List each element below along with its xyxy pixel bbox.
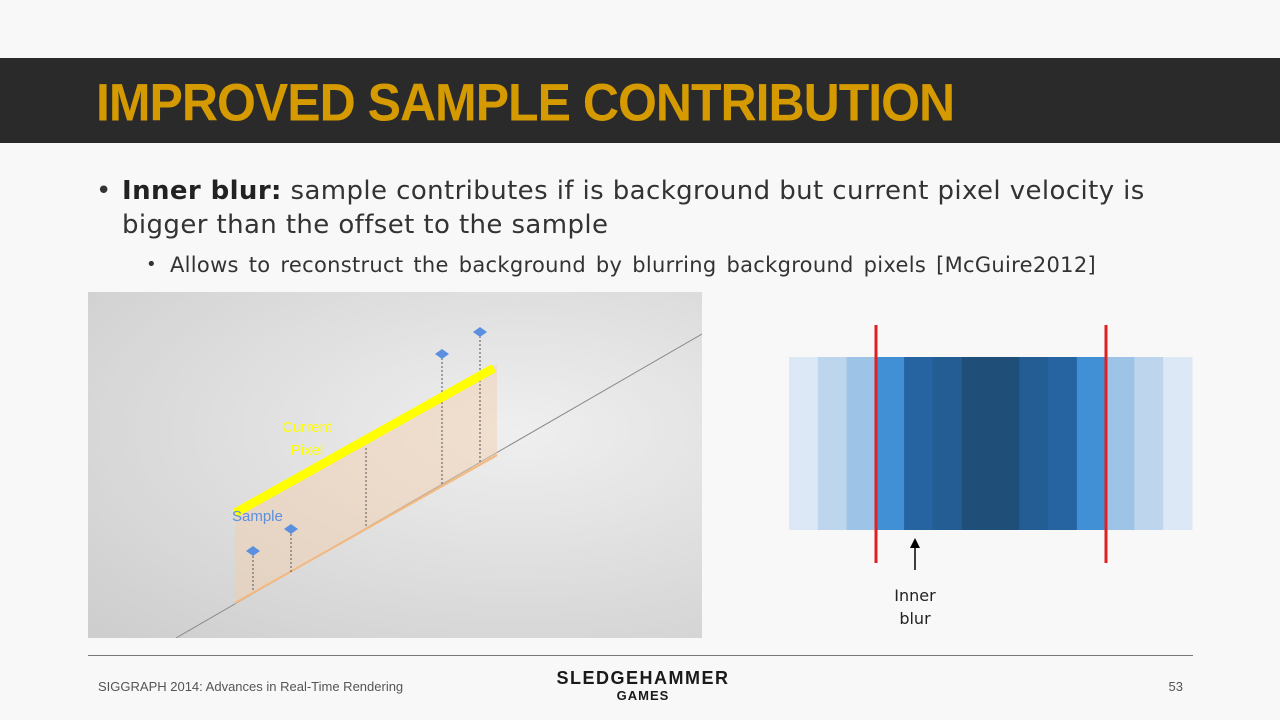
blur-bands: [789, 357, 1193, 530]
blur-band: [1019, 357, 1049, 530]
blur-band: [846, 357, 876, 530]
bullet-dot: •: [96, 176, 112, 206]
velocity-illustration-svg: Current Pixel Sample: [175, 327, 703, 639]
title-bar: [0, 58, 1280, 143]
blur-band: [1163, 357, 1193, 530]
blur-band: [1105, 357, 1135, 530]
current-pixel-label: Pixel: [291, 442, 324, 459]
studio-logo: SLEDGEHAMMER GAMES: [543, 668, 743, 704]
footer-divider: [88, 655, 1193, 656]
blur-band: [789, 357, 819, 530]
blur-band: [817, 357, 848, 530]
bullet-inner-blur: • Inner blur: sample contributes if is b…: [96, 174, 1196, 242]
inner-blur-label-line1: Inner: [894, 586, 936, 605]
sub-bullet-text: Allows to reconstruct the background by …: [170, 253, 1096, 277]
sample-label: Sample: [232, 508, 283, 525]
bullet-text: sample contributes if is background but …: [122, 176, 1145, 240]
inner-blur-diagram: [785, 320, 1195, 578]
blur-band: [932, 357, 963, 530]
blur-band: [990, 357, 1020, 530]
blur-band: [875, 357, 905, 530]
sample-point: [246, 546, 260, 556]
arrow-head: [910, 538, 920, 548]
bullet-bold-term: Inner blur:: [122, 176, 282, 206]
inner-blur-label-line2: blur: [899, 609, 931, 628]
sub-bullet: • Allows to reconstruct the background b…: [146, 251, 1246, 279]
blur-volume-base: [234, 454, 498, 604]
blur-band: [904, 357, 934, 530]
velocity-illustration: Current Pixel Sample: [88, 292, 703, 639]
blur-band: [961, 357, 991, 530]
sample-point: [473, 327, 487, 337]
blur-band: [1134, 357, 1164, 530]
inner-blur-svg: [789, 325, 1193, 578]
current-pixel-bar: [232, 364, 497, 517]
current-pixel-label: Current: [282, 419, 333, 436]
logo-line2: GAMES: [616, 688, 670, 703]
blur-band: [1048, 357, 1078, 530]
blur-band: [1076, 357, 1107, 530]
sub-bullet-dot: •: [146, 254, 157, 275]
sample-point: [284, 524, 298, 534]
page-number: 53: [1168, 679, 1183, 694]
inner-blur-label: Inner blur: [875, 584, 955, 630]
logo-line1: SLEDGEHAMMER: [556, 668, 730, 688]
slide-title: IMPROVED SAMPLE CONTRIBUTION: [96, 73, 955, 132]
sample-point: [435, 349, 449, 359]
footer-conference: SIGGRAPH 2014: Advances in Real-Time Ren…: [98, 679, 404, 694]
